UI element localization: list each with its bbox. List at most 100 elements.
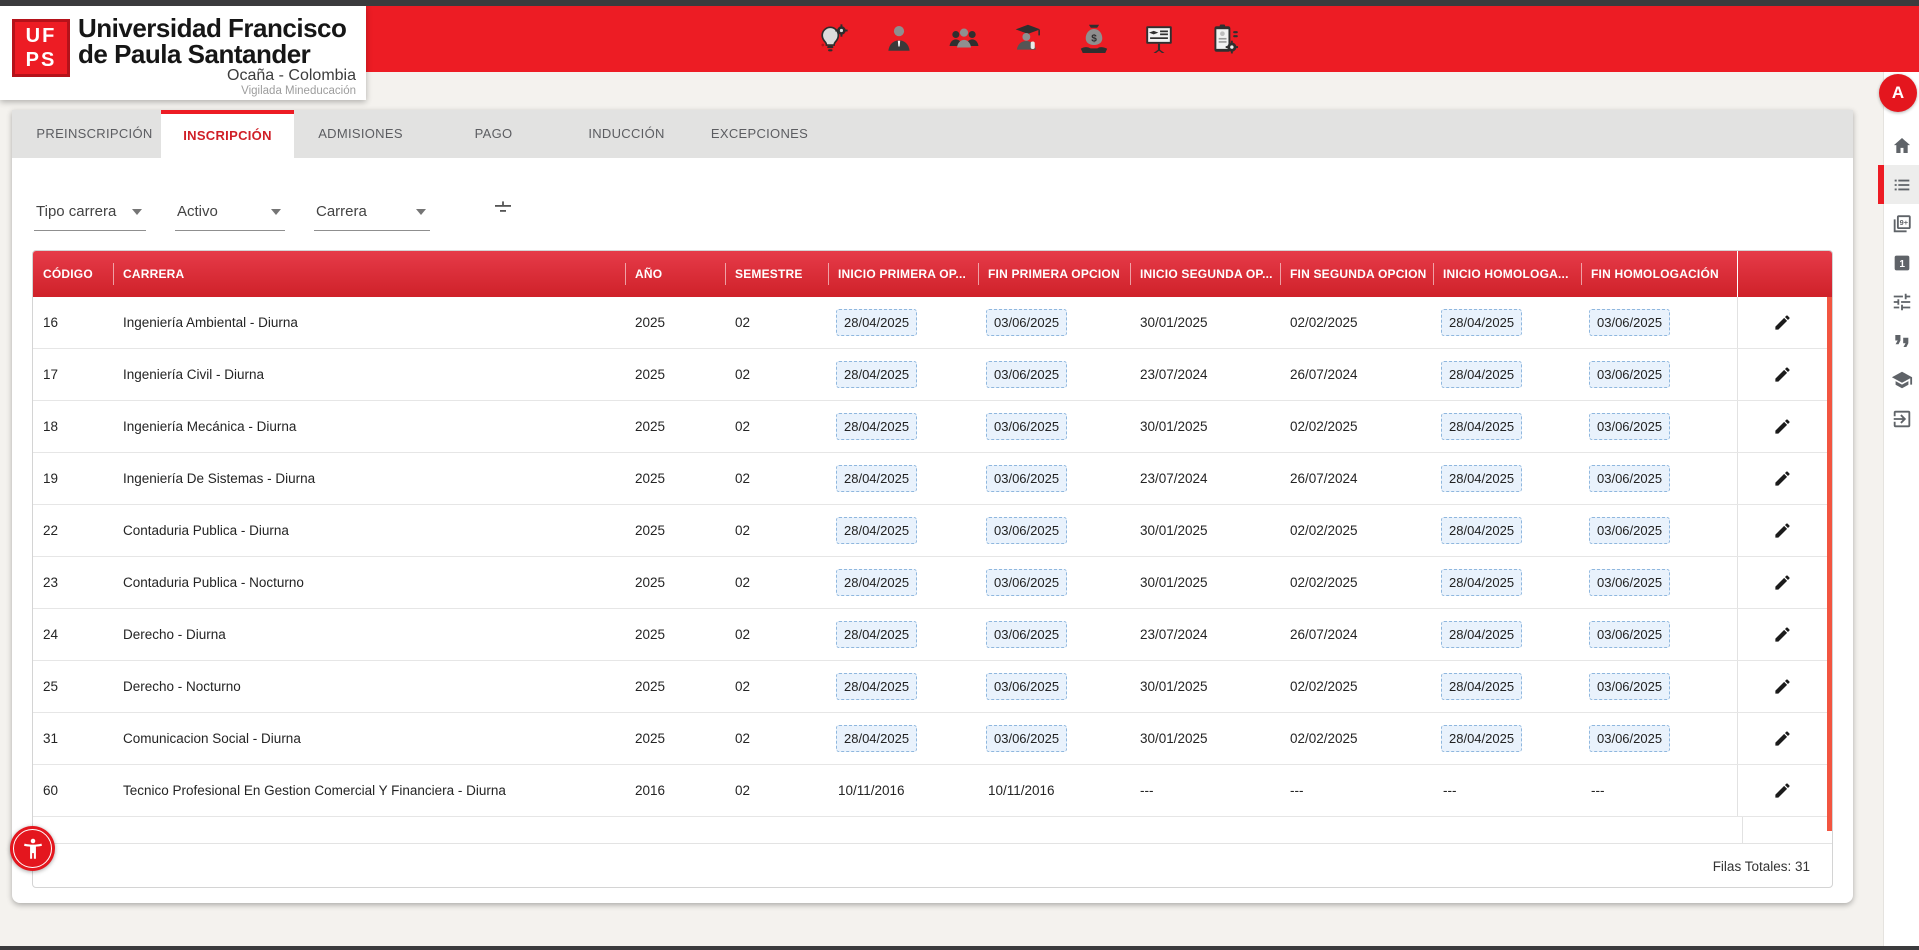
cell-fin-homologacion: 03/06/2025 <box>1581 621 1737 648</box>
filter-icon[interactable] <box>491 196 515 225</box>
cell-inicio-segunda: 23/07/2024 <box>1140 367 1208 382</box>
sidebar-item-school[interactable] <box>1884 360 1919 399</box>
date-field-fin-primera[interactable]: 03/06/2025 <box>986 725 1068 752</box>
group-icon[interactable] <box>945 20 983 58</box>
cell-inicio-primera: 28/04/2025 <box>828 465 978 492</box>
date-field-fin-homologacion[interactable]: 03/06/2025 <box>1589 621 1671 648</box>
date-field-inicio-primera[interactable]: 28/04/2025 <box>836 361 918 388</box>
sidebar-item-home[interactable] <box>1884 126 1919 165</box>
date-field-fin-homologacion[interactable]: 03/06/2025 <box>1589 465 1671 492</box>
cell-carrera: Tecnico Profesional En Gestion Comercial… <box>123 783 506 798</box>
date-field-fin-primera[interactable]: 03/06/2025 <box>986 673 1068 700</box>
date-field-fin-primera[interactable]: 03/06/2025 <box>986 465 1068 492</box>
date-field-fin-homologacion[interactable]: 03/06/2025 <box>1589 361 1671 388</box>
date-field-inicio-primera[interactable]: 28/04/2025 <box>836 725 918 752</box>
cell-fin-segunda: --- <box>1290 783 1304 798</box>
logo-line2: de Paula Santander <box>78 39 311 69</box>
sidebar-item-filter-1[interactable]: 1 <box>1884 243 1919 282</box>
date-field-inicio-homologacion[interactable]: 28/04/2025 <box>1441 361 1523 388</box>
training-icon[interactable] <box>1140 20 1178 58</box>
date-field-inicio-homologacion[interactable]: 28/04/2025 <box>1441 621 1523 648</box>
sidebar-item-list[interactable] <box>1877 165 1919 204</box>
date-field-inicio-primera[interactable]: 28/04/2025 <box>836 621 918 648</box>
accessibility-button[interactable] <box>10 826 55 871</box>
date-field-inicio-primera[interactable]: 28/04/2025 <box>836 673 918 700</box>
tab-preinscripcion[interactable]: PREINSCRIPCIÓN <box>36 126 153 141</box>
edit-button[interactable] <box>1737 661 1827 712</box>
date-field-fin-primera[interactable]: 03/06/2025 <box>986 361 1068 388</box>
home-icon <box>1893 137 1910 153</box>
tab-admisiones[interactable]: ADMISIONES <box>318 126 403 141</box>
tab-pago[interactable]: PAGO <box>474 126 513 141</box>
date-field-inicio-homologacion[interactable]: 28/04/2025 <box>1441 413 1523 440</box>
tab-induccion[interactable]: INDUCCIÓN <box>588 126 665 141</box>
carrera-select[interactable]: Carrera <box>314 203 430 231</box>
tipo-carrera-select[interactable]: Tipo carrera <box>34 203 146 231</box>
person-icon[interactable] <box>880 20 918 58</box>
edit-button[interactable] <box>1737 401 1827 452</box>
date-field-inicio-homologacion[interactable]: 28/04/2025 <box>1441 569 1523 596</box>
evaluation-icon[interactable] <box>1205 20 1243 58</box>
funding-icon[interactable]: $ <box>1075 20 1113 58</box>
date-field-fin-homologacion[interactable]: 03/06/2025 <box>1589 569 1671 596</box>
date-field-fin-homologacion[interactable]: 03/06/2025 <box>1589 517 1671 544</box>
graduate-icon[interactable] <box>1010 20 1048 58</box>
date-field-inicio-primera[interactable]: 28/04/2025 <box>836 465 918 492</box>
date-field-inicio-primera[interactable]: 28/04/2025 <box>836 413 918 440</box>
column-header-inicio-primera: INICIO PRIMERA OP... <box>828 251 978 297</box>
date-field-inicio-homologacion[interactable]: 28/04/2025 <box>1441 517 1523 544</box>
sidebar-item-quotes[interactable] <box>1884 321 1919 360</box>
edit-button[interactable] <box>1737 453 1827 504</box>
user-avatar[interactable]: A <box>1879 74 1917 112</box>
edit-pencil-icon <box>1775 367 1790 382</box>
tab-bar: PREINSCRIPCIÓN INSCRIPCIÓN ADMISIONES PAGO I… <box>12 110 1853 158</box>
date-field-fin-primera[interactable]: 03/06/2025 <box>986 517 1068 544</box>
edit-pencil-icon <box>1775 627 1790 642</box>
cell-inicio-segunda: 30/01/2025 <box>1140 315 1208 330</box>
sidebar-item-exit[interactable] <box>1884 399 1919 438</box>
cell-inicio-segunda: 30/01/2025 <box>1140 419 1208 434</box>
date-field-fin-homologacion[interactable]: 03/06/2025 <box>1589 725 1671 752</box>
edit-button[interactable] <box>1737 713 1827 764</box>
date-field-fin-homologacion[interactable]: 03/06/2025 <box>1589 413 1671 440</box>
date-field-inicio-primera[interactable]: 28/04/2025 <box>836 309 918 336</box>
date-field-inicio-homologacion[interactable]: 28/04/2025 <box>1441 673 1523 700</box>
edit-button[interactable] <box>1737 349 1827 400</box>
sidebar-item-filter-9plus[interactable]: 9+ <box>1884 204 1919 243</box>
date-field-fin-primera[interactable]: 03/06/2025 <box>986 413 1068 440</box>
edit-button[interactable] <box>1737 505 1827 556</box>
date-field-inicio-primera[interactable]: 28/04/2025 <box>836 517 918 544</box>
tab-inscripcion[interactable]: INSCRIPCIÓN <box>161 110 294 158</box>
date-field-fin-homologacion[interactable]: 03/06/2025 <box>1589 673 1671 700</box>
exit-icon <box>1893 410 1910 427</box>
cell-fin-primera: 03/06/2025 <box>978 725 1130 752</box>
list-icon <box>1894 179 1909 190</box>
date-field-inicio-homologacion[interactable]: 28/04/2025 <box>1441 465 1523 492</box>
edit-button[interactable] <box>1737 297 1827 348</box>
cell-codigo: 23 <box>43 575 59 590</box>
sidebar-item-tune[interactable] <box>1884 282 1919 321</box>
table-scrollbar[interactable] <box>1827 297 1832 831</box>
date-field-fin-primera[interactable]: 03/06/2025 <box>986 569 1068 596</box>
cell-fin-segunda: 26/07/2024 <box>1290 367 1358 382</box>
cell-semestre: 02 <box>735 315 751 330</box>
date-field-inicio-homologacion[interactable]: 28/04/2025 <box>1441 309 1523 336</box>
date-field-inicio-primera[interactable]: 28/04/2025 <box>836 569 918 596</box>
edit-pencil-icon <box>1775 523 1790 538</box>
tab-excepciones[interactable]: EXCEPCIONES <box>710 126 809 141</box>
cell-fin-homologacion: 03/06/2025 <box>1581 517 1737 544</box>
date-field-inicio-homologacion[interactable]: 28/04/2025 <box>1441 725 1523 752</box>
date-field-fin-homologacion[interactable]: 03/06/2025 <box>1589 309 1671 336</box>
table-row: 25 Derecho - Nocturno 2025 02 28/04/2025 03/0… <box>33 661 1832 713</box>
date-field-fin-primera[interactable]: 03/06/2025 <box>986 621 1068 648</box>
edit-button[interactable] <box>1737 765 1827 816</box>
innovation-icon[interactable] <box>815 20 853 58</box>
activo-select[interactable]: Activo <box>175 203 285 231</box>
cell-codigo: 22 <box>43 523 59 538</box>
date-field-fin-primera[interactable]: 03/06/2025 <box>986 309 1068 336</box>
cell-inicio-segunda: 23/07/2024 <box>1140 627 1208 642</box>
edit-button[interactable] <box>1737 557 1827 608</box>
edit-button[interactable] <box>1737 609 1827 660</box>
logo-mark-bottom: PS <box>25 49 57 71</box>
cell-fin-homologacion: 03/06/2025 <box>1581 465 1737 492</box>
